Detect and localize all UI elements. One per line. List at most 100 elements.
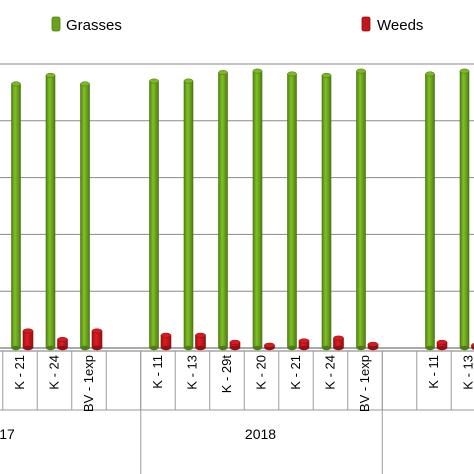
bar-grasses-5 <box>183 78 194 351</box>
bar-weeds-12-cap <box>436 339 448 345</box>
bar-weeds-2 <box>91 328 103 351</box>
bar-grasses-7-cap <box>252 68 263 74</box>
bar-grasses-10 <box>356 68 366 351</box>
bar-grasses-2-cap <box>80 81 90 87</box>
group-label: 2018 <box>245 426 276 442</box>
legend: Grasses Weeds <box>51 16 423 34</box>
bar-grasses-12-cap <box>425 71 435 77</box>
bar-grasses-8-base <box>287 345 297 351</box>
bar-weeds-2-base <box>92 345 102 351</box>
bar-weeds-12-base <box>437 345 447 351</box>
bar-weeds-6 <box>229 339 241 351</box>
category-label: K - 11 <box>426 355 441 389</box>
bar-grasses-12-body <box>425 73 435 349</box>
bar-grasses-5-cap <box>183 78 194 84</box>
bar-weeds-10 <box>367 341 379 351</box>
bar-grasses-10-base <box>356 345 366 351</box>
bar-weeds-5-base <box>195 345 206 351</box>
category-label: BV - 1exp <box>81 355 96 412</box>
bar-grasses-13 <box>459 68 470 351</box>
bar-grasses-4-body <box>149 80 159 349</box>
bar-grasses-6-base <box>218 345 228 351</box>
bar-grasses-2-body <box>80 83 90 349</box>
bar-grasses-13-base <box>460 345 469 351</box>
bar-series <box>11 68 474 351</box>
bar-weeds-1-base <box>57 345 68 351</box>
category-label: K - 24 <box>323 355 338 390</box>
bar-weeds-7-cap <box>264 342 275 348</box>
bar-grasses-8 <box>287 71 297 351</box>
bar-weeds-5-cap <box>195 332 206 338</box>
bar-grasses-1 <box>45 72 56 351</box>
bar-weeds-1-cap <box>57 337 68 342</box>
category-label: K - 24 <box>47 355 62 390</box>
bar-grasses-9 <box>321 72 332 351</box>
bar-weeds-6-base <box>230 345 240 351</box>
bar-grasses-5-body <box>183 80 194 349</box>
bar-weeds-12 <box>436 339 448 351</box>
bar-grasses-9-cap <box>321 72 332 78</box>
bar-grasses-9-base <box>322 345 331 351</box>
category-label: BV - 1exp <box>357 355 372 412</box>
legend-item-weeds: Weeds <box>361 16 423 34</box>
bar-weeds-10-cap <box>367 341 379 347</box>
bar-weeds-8 <box>298 338 310 351</box>
group-label: 17 <box>0 426 15 442</box>
bar-weeds-0-body <box>22 330 34 349</box>
bar-grasses-13-body <box>459 70 470 349</box>
bar-grasses-6-cap <box>218 70 228 75</box>
bar-grasses-0-cap <box>11 81 21 87</box>
legend-swatch-weeds <box>361 16 371 32</box>
bar-grasses-7-base <box>253 345 262 351</box>
category-label: K - 21 <box>12 355 27 390</box>
bar-grasses-0 <box>11 81 21 351</box>
bar-grasses-0-body <box>11 83 21 349</box>
bar-weeds-2-cap <box>91 328 103 334</box>
category-label: K - 20 <box>254 355 269 390</box>
bar-weeds-2-body <box>91 330 103 349</box>
bar-weeds-9 <box>333 335 344 351</box>
legend-label-grasses: Grasses <box>66 17 122 34</box>
bar-weeds-4-base <box>161 345 171 351</box>
gridlines <box>0 63 474 352</box>
bar-grasses-10-body <box>356 70 366 349</box>
bar-grasses-6 <box>218 70 228 351</box>
legend-item-grasses: Grasses <box>51 16 122 34</box>
bar-weeds-13 <box>471 342 474 350</box>
bar-weeds-9-base <box>333 345 344 351</box>
bar-grasses-12-base <box>425 345 435 351</box>
bar-weeds-8-cap <box>298 338 310 344</box>
bar-grasses-8-body <box>287 73 297 349</box>
bar-weeds-7 <box>264 342 275 351</box>
bar-grasses-2 <box>80 81 90 351</box>
bar-weeds-0-base <box>23 345 33 351</box>
category-label: K - 13 <box>185 355 200 390</box>
category-axis: K - 21 K - 24 BV - 1exp K - 11 K - 13 K - 29t… <box>0 351 474 474</box>
category-label: K - 29t <box>219 355 234 394</box>
bar-grasses-2-base <box>80 345 90 351</box>
category-label: K - 13 <box>461 355 474 390</box>
bar-grasses-13-cap <box>459 68 470 74</box>
bar-grasses-5-base <box>184 345 193 351</box>
legend-label-weeds: Weeds <box>377 17 423 34</box>
bar-grasses-1-cap <box>45 72 56 78</box>
bar-weeds-0 <box>22 328 34 351</box>
bar-grasses-9-body <box>321 75 332 349</box>
bar-weeds-0-cap <box>22 328 34 334</box>
bar-grasses-7-body <box>252 70 263 349</box>
bar-grasses-1-body <box>45 75 56 349</box>
bar-weeds-4 <box>160 332 172 351</box>
bar-grasses-0-base <box>11 345 21 351</box>
bar-grasses-4 <box>149 78 159 351</box>
bar-weeds-13-cap <box>471 342 474 348</box>
bar-weeds-9-cap <box>333 335 344 341</box>
bar-weeds-1 <box>57 337 68 351</box>
category-label: K - 21 <box>288 355 303 390</box>
bar-weeds-8-base <box>299 345 309 351</box>
bar-weeds-6-cap <box>229 339 241 345</box>
bar-weeds-4-cap <box>160 332 172 338</box>
legend-swatch-grasses <box>51 16 61 32</box>
bar-grasses-1-base <box>46 345 55 351</box>
bar-grasses-4-cap <box>149 78 159 84</box>
